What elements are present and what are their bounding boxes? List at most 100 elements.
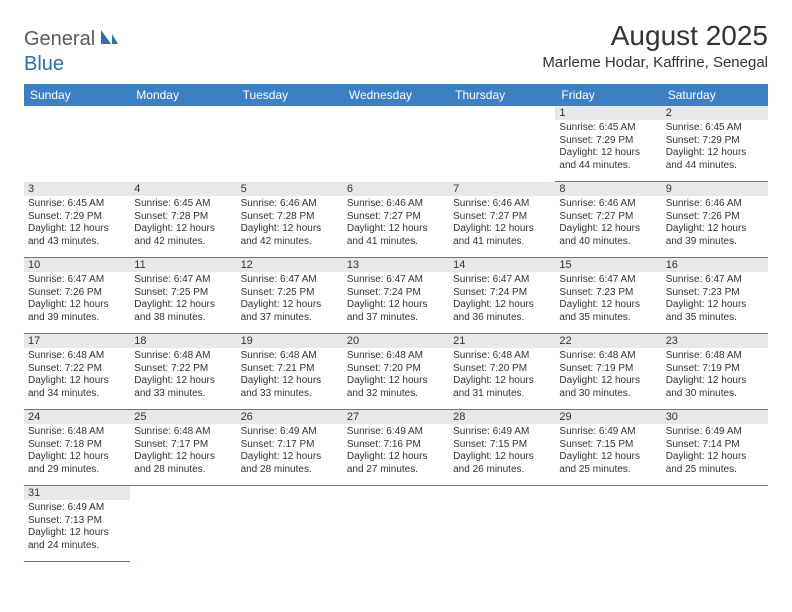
day-info: Sunrise: 6:46 AMSunset: 7:27 PMDaylight:… [343, 196, 449, 251]
day-info: Sunrise: 6:48 AMSunset: 7:22 PMDaylight:… [24, 348, 130, 403]
day-info: Sunrise: 6:47 AMSunset: 7:23 PMDaylight:… [555, 272, 661, 327]
day-info: Sunrise: 6:47 AMSunset: 7:24 PMDaylight:… [449, 272, 555, 327]
calendar-cell [449, 486, 555, 562]
empty-cell [662, 486, 768, 562]
calendar-cell: 12Sunrise: 6:47 AMSunset: 7:25 PMDayligh… [237, 258, 343, 334]
day-cell: 12Sunrise: 6:47 AMSunset: 7:25 PMDayligh… [237, 258, 343, 334]
day-info: Sunrise: 6:47 AMSunset: 7:23 PMDaylight:… [662, 272, 768, 327]
calendar-cell: 10Sunrise: 6:47 AMSunset: 7:26 PMDayligh… [24, 258, 130, 334]
day-info: Sunrise: 6:45 AMSunset: 7:29 PMDaylight:… [24, 196, 130, 251]
day-info: Sunrise: 6:46 AMSunset: 7:27 PMDaylight:… [555, 196, 661, 251]
calendar-cell: 8Sunrise: 6:46 AMSunset: 7:27 PMDaylight… [555, 182, 661, 258]
day-cell: 13Sunrise: 6:47 AMSunset: 7:24 PMDayligh… [343, 258, 449, 334]
day-number: 13 [343, 258, 449, 272]
day-info: Sunrise: 6:49 AMSunset: 7:15 PMDaylight:… [449, 424, 555, 479]
calendar-cell: 6Sunrise: 6:46 AMSunset: 7:27 PMDaylight… [343, 182, 449, 258]
day-cell: 16Sunrise: 6:47 AMSunset: 7:23 PMDayligh… [662, 258, 768, 334]
calendar-cell: 30Sunrise: 6:49 AMSunset: 7:14 PMDayligh… [662, 410, 768, 486]
calendar-cell: 7Sunrise: 6:46 AMSunset: 7:27 PMDaylight… [449, 182, 555, 258]
weekday-header: Saturday [662, 84, 768, 106]
calendar-cell: 15Sunrise: 6:47 AMSunset: 7:23 PMDayligh… [555, 258, 661, 334]
day-info: Sunrise: 6:47 AMSunset: 7:25 PMDaylight:… [237, 272, 343, 327]
day-info: Sunrise: 6:49 AMSunset: 7:14 PMDaylight:… [662, 424, 768, 479]
empty-cell [237, 486, 343, 562]
day-number: 4 [130, 182, 236, 196]
day-number: 3 [24, 182, 130, 196]
day-number: 8 [555, 182, 661, 196]
empty-cell [130, 486, 236, 562]
calendar-cell: 24Sunrise: 6:48 AMSunset: 7:18 PMDayligh… [24, 410, 130, 486]
empty-cell [24, 106, 130, 182]
day-cell: 26Sunrise: 6:49 AMSunset: 7:17 PMDayligh… [237, 410, 343, 486]
day-info: Sunrise: 6:48 AMSunset: 7:20 PMDaylight:… [343, 348, 449, 403]
day-number: 6 [343, 182, 449, 196]
calendar-row: 24Sunrise: 6:48 AMSunset: 7:18 PMDayligh… [24, 410, 768, 486]
weekday-row: SundayMondayTuesdayWednesdayThursdayFrid… [24, 84, 768, 106]
day-number: 26 [237, 410, 343, 424]
empty-cell [555, 486, 661, 562]
calendar-cell [662, 486, 768, 562]
calendar-cell [130, 486, 236, 562]
day-number: 20 [343, 334, 449, 348]
weekday-header: Sunday [24, 84, 130, 106]
calendar-cell: 20Sunrise: 6:48 AMSunset: 7:20 PMDayligh… [343, 334, 449, 410]
calendar-cell: 2Sunrise: 6:45 AMSunset: 7:29 PMDaylight… [662, 106, 768, 182]
logo-text-blue: Blue [24, 53, 64, 76]
day-cell: 6Sunrise: 6:46 AMSunset: 7:27 PMDaylight… [343, 182, 449, 258]
day-number: 16 [662, 258, 768, 272]
day-cell: 9Sunrise: 6:46 AMSunset: 7:26 PMDaylight… [662, 182, 768, 258]
day-info: Sunrise: 6:46 AMSunset: 7:26 PMDaylight:… [662, 196, 768, 251]
calendar-cell: 29Sunrise: 6:49 AMSunset: 7:15 PMDayligh… [555, 410, 661, 486]
calendar-row: 17Sunrise: 6:48 AMSunset: 7:22 PMDayligh… [24, 334, 768, 410]
calendar-head: SundayMondayTuesdayWednesdayThursdayFrid… [24, 84, 768, 106]
calendar-row: 3Sunrise: 6:45 AMSunset: 7:29 PMDaylight… [24, 182, 768, 258]
day-info: Sunrise: 6:47 AMSunset: 7:25 PMDaylight:… [130, 272, 236, 327]
empty-cell [130, 106, 236, 182]
title-block: August 2025 Marleme Hodar, Kaffrine, Sen… [542, 20, 768, 75]
day-info: Sunrise: 6:47 AMSunset: 7:24 PMDaylight:… [343, 272, 449, 327]
day-number: 7 [449, 182, 555, 196]
calendar-cell: 27Sunrise: 6:49 AMSunset: 7:16 PMDayligh… [343, 410, 449, 486]
day-info: Sunrise: 6:49 AMSunset: 7:16 PMDaylight:… [343, 424, 449, 479]
day-info: Sunrise: 6:49 AMSunset: 7:13 PMDaylight:… [24, 500, 130, 555]
day-info: Sunrise: 6:48 AMSunset: 7:22 PMDaylight:… [130, 348, 236, 403]
calendar-cell [237, 486, 343, 562]
month-title: August 2025 [542, 20, 768, 52]
day-number: 2 [662, 106, 768, 120]
day-number: 30 [662, 410, 768, 424]
day-number: 19 [237, 334, 343, 348]
day-cell: 21Sunrise: 6:48 AMSunset: 7:20 PMDayligh… [449, 334, 555, 410]
day-info: Sunrise: 6:48 AMSunset: 7:17 PMDaylight:… [130, 424, 236, 479]
day-number: 28 [449, 410, 555, 424]
day-number: 29 [555, 410, 661, 424]
day-number: 22 [555, 334, 661, 348]
calendar-cell: 5Sunrise: 6:46 AMSunset: 7:28 PMDaylight… [237, 182, 343, 258]
logo-text-general: General [24, 28, 95, 51]
day-info: Sunrise: 6:48 AMSunset: 7:20 PMDaylight:… [449, 348, 555, 403]
day-info: Sunrise: 6:47 AMSunset: 7:26 PMDaylight:… [24, 272, 130, 327]
day-cell: 27Sunrise: 6:49 AMSunset: 7:16 PMDayligh… [343, 410, 449, 486]
day-info: Sunrise: 6:45 AMSunset: 7:29 PMDaylight:… [662, 120, 768, 175]
calendar-row: 31Sunrise: 6:49 AMSunset: 7:13 PMDayligh… [24, 486, 768, 562]
calendar-cell: 22Sunrise: 6:48 AMSunset: 7:19 PMDayligh… [555, 334, 661, 410]
day-info: Sunrise: 6:49 AMSunset: 7:17 PMDaylight:… [237, 424, 343, 479]
calendar-row: 1Sunrise: 6:45 AMSunset: 7:29 PMDaylight… [24, 106, 768, 182]
calendar-cell: 28Sunrise: 6:49 AMSunset: 7:15 PMDayligh… [449, 410, 555, 486]
calendar-cell: 14Sunrise: 6:47 AMSunset: 7:24 PMDayligh… [449, 258, 555, 334]
day-cell: 11Sunrise: 6:47 AMSunset: 7:25 PMDayligh… [130, 258, 236, 334]
calendar-cell [24, 106, 130, 182]
calendar-cell [555, 486, 661, 562]
day-number: 23 [662, 334, 768, 348]
calendar-table: SundayMondayTuesdayWednesdayThursdayFrid… [24, 84, 768, 562]
weekday-header: Friday [555, 84, 661, 106]
day-number: 5 [237, 182, 343, 196]
day-cell: 29Sunrise: 6:49 AMSunset: 7:15 PMDayligh… [555, 410, 661, 486]
empty-cell [449, 106, 555, 182]
day-cell: 18Sunrise: 6:48 AMSunset: 7:22 PMDayligh… [130, 334, 236, 410]
day-cell: 7Sunrise: 6:46 AMSunset: 7:27 PMDaylight… [449, 182, 555, 258]
day-number: 9 [662, 182, 768, 196]
calendar-cell: 18Sunrise: 6:48 AMSunset: 7:22 PMDayligh… [130, 334, 236, 410]
day-number: 25 [130, 410, 236, 424]
weekday-header: Wednesday [343, 84, 449, 106]
day-info: Sunrise: 6:46 AMSunset: 7:28 PMDaylight:… [237, 196, 343, 251]
